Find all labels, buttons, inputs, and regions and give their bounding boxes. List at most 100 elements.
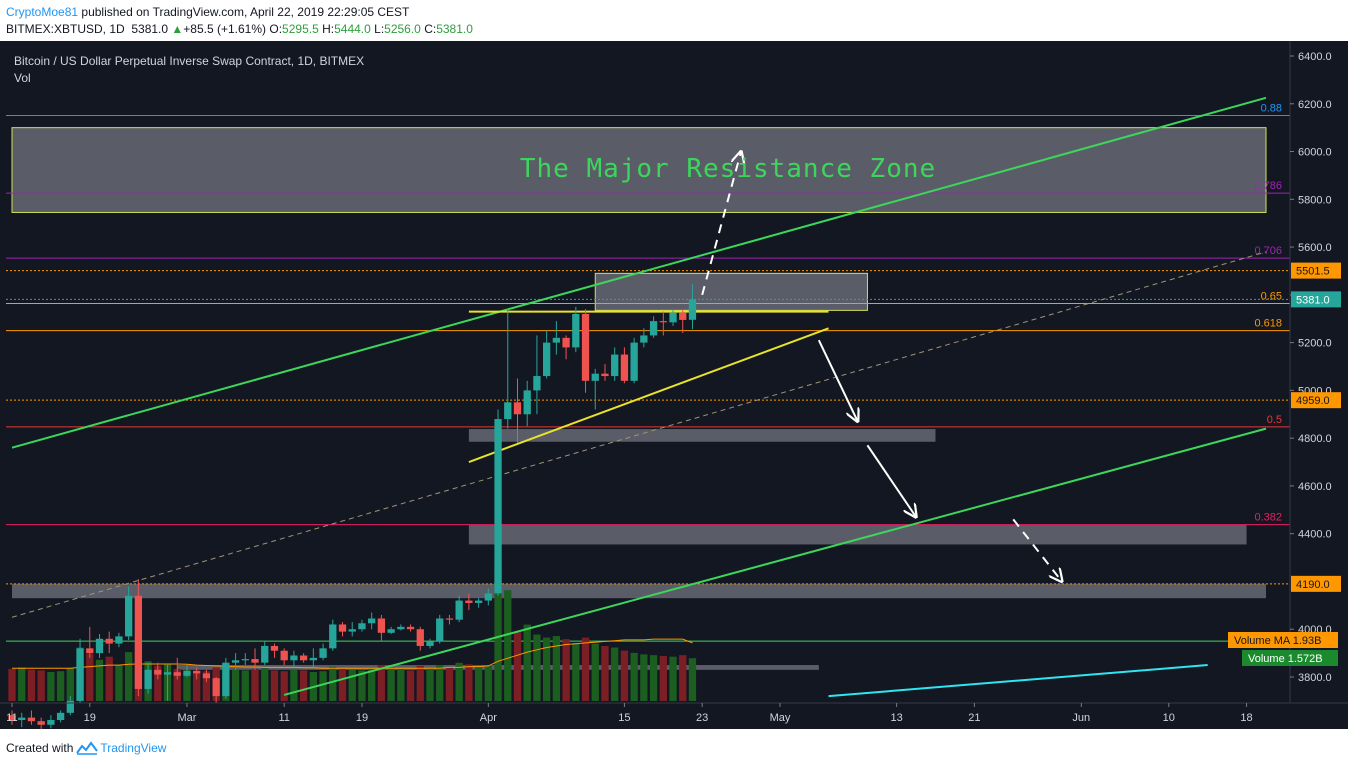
candle-body (523, 390, 531, 415)
volume-bar (523, 624, 531, 701)
fib-label-0.65: 0.65 (1261, 290, 1282, 302)
candle-body (669, 312, 677, 323)
volume-bar (193, 670, 201, 701)
candle-body (552, 337, 561, 343)
time-tick-label: 19 (356, 712, 368, 724)
price-chart[interactable]: 0.88 0.786 0.706 0.65 0.618 0.5 0.382 The Major… (0, 41, 1348, 729)
created-with-text: Created with (6, 741, 74, 755)
volume-bar (8, 668, 16, 701)
open-label: O: (269, 22, 283, 36)
candle-body (640, 335, 648, 343)
volume-bar (601, 646, 609, 701)
publish-header: CryptoMoe81 published on TradingView.com… (0, 0, 1348, 40)
candle-body (513, 402, 522, 415)
price-label-text: 4190.0 (1296, 579, 1330, 591)
candle-body (37, 721, 45, 725)
volume-bar (620, 650, 629, 701)
volume-bar (27, 669, 36, 701)
zone-support-4800 (468, 429, 936, 442)
candle-body (455, 600, 463, 620)
candle-body (348, 629, 356, 632)
open-value: 5295.5 (282, 22, 319, 36)
time-tick-label: 11 (6, 712, 17, 724)
candle-body (426, 641, 434, 646)
volume-bar (572, 642, 580, 701)
candle-body (105, 638, 113, 644)
candle-body (494, 419, 502, 594)
footer-credit: Created with TradingView (6, 741, 166, 755)
candle-body (309, 657, 317, 661)
candle-body (56, 712, 65, 720)
candle-body (154, 669, 162, 675)
candle-body (445, 618, 454, 620)
price-tick-label: 5200.0 (1298, 338, 1332, 350)
candle-body (329, 624, 337, 649)
volume-bar (18, 667, 26, 701)
price-label-box (1291, 575, 1341, 592)
fib-label-0.618: 0.618 (1254, 318, 1282, 330)
volume-bar (649, 655, 658, 701)
chart-area[interactable]: 0.88 0.786 0.706 0.65 0.618 0.5 0.382 The Major… (0, 41, 1348, 729)
price-tick-label: 4800.0 (1298, 433, 1332, 445)
volume-bar (338, 668, 347, 701)
symbol-name: BITMEX:XBTUSD, 1D (6, 22, 125, 36)
author-link[interactable]: CryptoMoe81 (6, 5, 79, 19)
volume-bar (669, 656, 677, 701)
zone-support-4190 (12, 583, 1266, 599)
volume-bar (552, 636, 561, 701)
candle-body (299, 655, 308, 661)
volume-bar (416, 665, 424, 701)
candle-body (173, 672, 181, 676)
volume-bar (299, 670, 308, 701)
volume-bar (630, 652, 638, 701)
candle-body (27, 717, 36, 722)
candle-body (125, 595, 133, 637)
up-triangle-icon: ▲ (171, 22, 184, 36)
symbol-line: BITMEX:XBTUSD, 1D 5381.0 ▲+85.5 (+1.61%)… (6, 22, 473, 36)
price-tick-label: 3800.0 (1298, 672, 1332, 684)
publish-info: published on TradingView.com, April 22, … (81, 5, 410, 19)
candle-body (18, 717, 26, 720)
volume-bar (397, 668, 405, 701)
volume-bar (115, 665, 123, 701)
price-label-text: 5381.0 (1296, 294, 1330, 306)
tradingview-link[interactable]: TradingView (100, 741, 167, 755)
fib-label-0.382: 0.382 (1254, 512, 1282, 524)
candle-body (202, 673, 211, 679)
volume-bar (47, 671, 55, 701)
price-tick-label: 6400.0 (1298, 51, 1332, 63)
volume-label-text: Volume MA 1.93B (1234, 635, 1321, 647)
candle-body (358, 623, 366, 630)
time-tick-label: 21 (968, 712, 980, 724)
volume-bar (329, 666, 337, 701)
annotation-text: The Major Resistance Zone (520, 154, 936, 184)
candle-body (95, 638, 104, 654)
candle-body (611, 354, 619, 377)
volume-bar (484, 665, 492, 701)
volume-bar (251, 668, 259, 701)
time-tick-label: Apr (480, 712, 497, 724)
time-tick-label: Jun (1072, 712, 1090, 724)
trendline-cyan-line (828, 664, 1208, 698)
candle-body (543, 342, 551, 377)
volume-bar (261, 668, 269, 701)
volume-bar (562, 639, 570, 701)
fib-label-0.706: 0.706 (1254, 245, 1282, 257)
volume-bar (280, 671, 288, 701)
volume-bar (319, 671, 327, 701)
price-tick-label: 4400.0 (1298, 529, 1332, 541)
time-tick-label: 10 (1163, 712, 1175, 724)
volume-label-box (1242, 650, 1338, 666)
indicator-label: Vol (14, 71, 31, 85)
volume-bar (679, 655, 687, 701)
high-label: H: (322, 22, 335, 36)
high-value: 5444.0 (334, 22, 371, 36)
volume-bar (290, 669, 298, 701)
price-label-box (1291, 291, 1341, 308)
time-tick-label: 19 (84, 712, 96, 724)
candle-body (251, 659, 259, 663)
candle-body (134, 595, 143, 689)
volume-bar (105, 656, 113, 701)
candle-body (630, 342, 638, 381)
volume-bar (183, 669, 191, 701)
